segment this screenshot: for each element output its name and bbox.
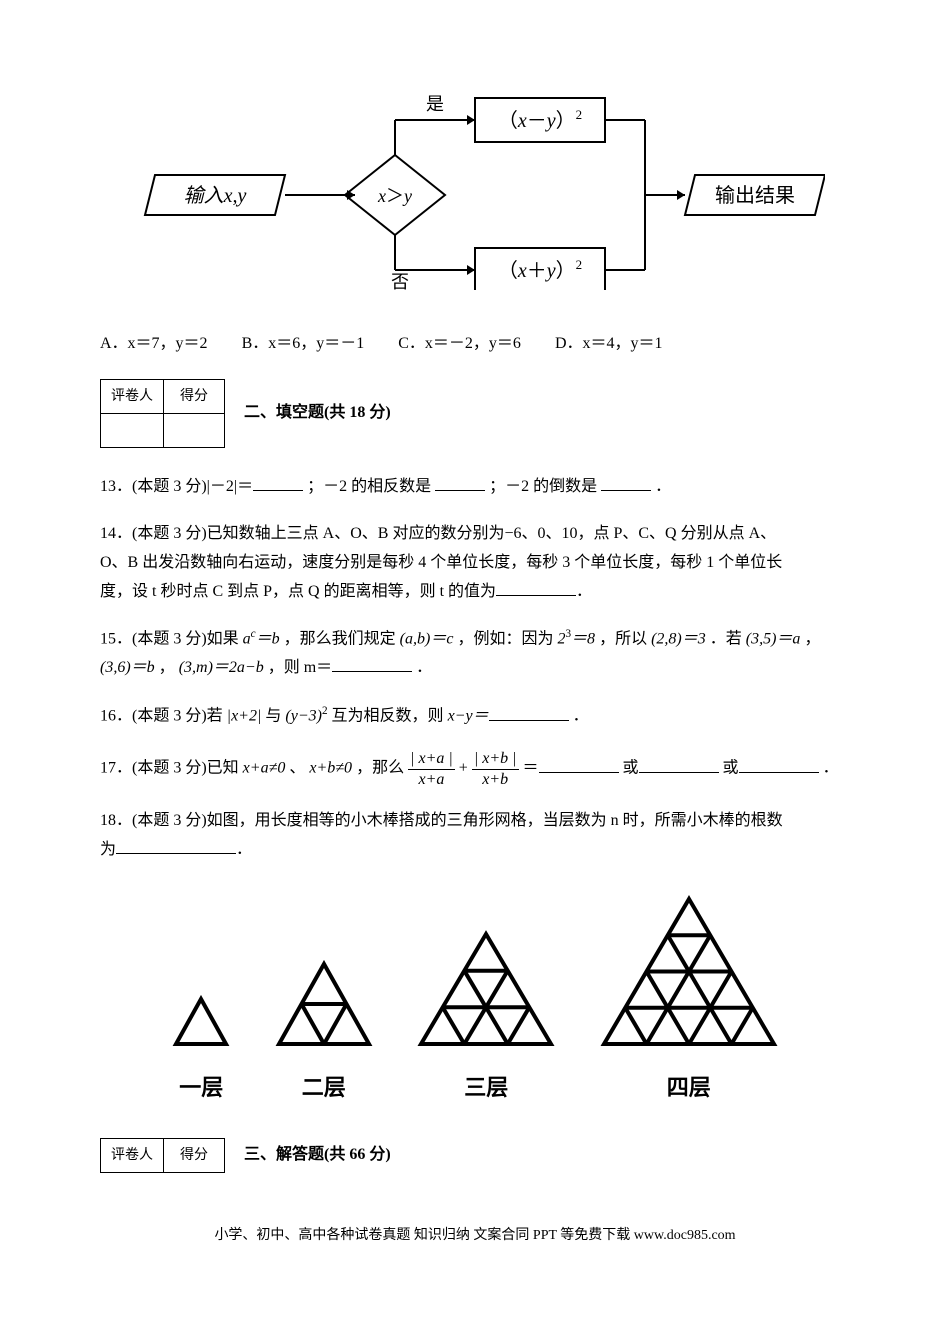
section-3-title: 三、解答题(共 66 分)	[244, 1141, 391, 1170]
section-2-title: 二、填空题(共 18 分)	[244, 399, 391, 428]
scorebox-header1: 评卷人	[101, 379, 164, 413]
question-17: 17．(本题 3 分)已知 x+a≠0 、 x+b≠0 ，那么 | x+a |x…	[100, 749, 850, 788]
svg-text:（x＋y）2: （x＋y）2	[498, 257, 582, 282]
question-15: 15．(本题 3 分)如果 ac＝b ，那么我们规定 (a,b)＝c ，例如：因…	[100, 624, 850, 683]
question-18: 18．(本题 3 分)如图，用长度相等的小木棒搭成的三角形网格，当层数为 n 时…	[100, 807, 850, 865]
scorebox-header2: 得分	[164, 379, 225, 413]
svg-text:输入x,y: 输入x,y	[184, 185, 247, 207]
question-16: 16．(本题 3 分)若 |x+2| 与 (y−3)2 互为相反数，则 x−y＝…	[100, 701, 850, 731]
flowchart-diagram: 输入x,y x＞y 是 （x－y）2 否 （x＋y）2 输出结果	[100, 80, 850, 290]
triangle-layer-3: 三层	[416, 929, 556, 1107]
svg-text:是: 是	[426, 94, 444, 114]
score-table: 评卷人 得分	[100, 379, 225, 448]
flowchart-svg: 输入x,y x＞y 是 （x－y）2 否 （x＋y）2 输出结果	[125, 80, 825, 290]
option-a: A．x＝7，y＝2	[100, 330, 208, 359]
page-footer: 小学、初中、高中各种试卷真题 知识归纳 文案合同 PPT 等免费下载 www.d…	[100, 1223, 850, 1248]
option-b: B．x＝6，y＝－1	[242, 330, 365, 359]
score-table-2: 评卷人 得分	[100, 1138, 225, 1173]
option-c: C．x＝－2，y＝6	[398, 330, 521, 359]
q13-prefix: 13．(本题 3 分)|－2|＝	[100, 478, 253, 495]
question-13: 13．(本题 3 分)|－2|＝ ；－2 的相反数是 ；－2 的倒数是 ．	[100, 473, 850, 502]
answer-options: A．x＝7，y＝2 B．x＝6，y＝－1 C．x＝－2，y＝6 D．x＝4，y＝…	[100, 330, 850, 359]
triangle-layer-4: 四层	[599, 894, 779, 1107]
section-3-header: 评卷人 得分 三、解答题(共 66 分)	[100, 1138, 850, 1173]
triangle-layer-1: 一层	[171, 994, 231, 1107]
triangle-figures: 一层 二层 三层	[150, 894, 800, 1107]
option-d: D．x＝4，y＝1	[555, 330, 663, 359]
triangle-layer-2: 二层	[274, 959, 374, 1107]
section-2-header: 评卷人 得分 二、填空题(共 18 分)	[100, 379, 850, 448]
svg-text:否: 否	[391, 272, 409, 290]
question-14: 14．(本题 3 分)已知数轴上三点 A、O、B 对应的数分别为−6、0、10，…	[100, 520, 850, 606]
svg-text:（x－y）2: （x－y）2	[498, 107, 582, 132]
svg-text:输出结果: 输出结果	[715, 184, 795, 207]
svg-text:x＞y: x＞y	[377, 186, 412, 206]
